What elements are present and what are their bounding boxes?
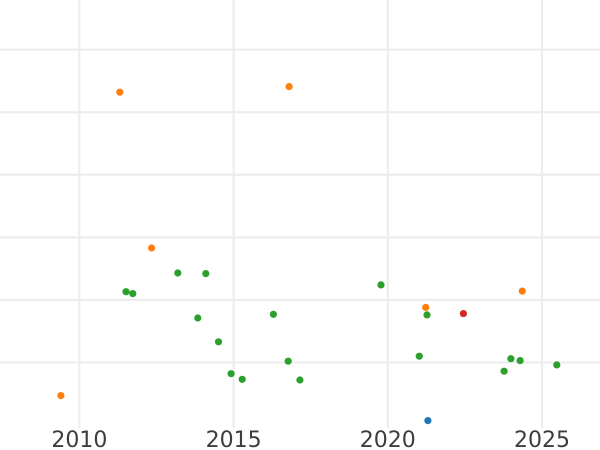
- x-tick-label-2020: 2020: [360, 428, 416, 450]
- scatter-point-green: [227, 370, 235, 378]
- scatter-point-red: [459, 310, 467, 318]
- scatter-point-orange: [422, 303, 430, 311]
- scatter-point-green: [202, 270, 210, 278]
- scatter-point-orange: [518, 287, 526, 295]
- scatter-point-green: [500, 367, 508, 375]
- x-tick-label-2025: 2025: [514, 428, 570, 450]
- x-axis-tick-labels: 2010 2015 2020 2025: [51, 428, 570, 450]
- scatter-point-green: [238, 375, 246, 383]
- scatter-point-orange: [57, 392, 65, 400]
- scatter-point-green: [377, 281, 385, 289]
- scatter-point-green: [516, 357, 524, 365]
- scatter-point-orange: [148, 244, 156, 252]
- scatter-point-green: [174, 269, 182, 277]
- scatter-point-green: [415, 352, 423, 360]
- scatter-point-orange: [285, 83, 293, 91]
- scatter-point-green: [214, 338, 223, 346]
- scatter-point-green: [507, 355, 515, 363]
- scatter-point-green: [122, 288, 130, 296]
- scatter-point-green: [269, 310, 277, 318]
- x-tick-label-2010: 2010: [51, 428, 107, 450]
- scatter-point-green: [129, 290, 137, 298]
- gridlines: [0, 0, 600, 428]
- scatter-point-orange: [116, 88, 124, 96]
- scatter-point-green: [194, 314, 202, 322]
- scatter-point-green: [284, 357, 292, 365]
- scatter-point-green: [423, 311, 431, 319]
- data-points: [57, 83, 561, 425]
- scatter-point-blue: [424, 417, 432, 425]
- scatter-point-green: [553, 361, 561, 369]
- scatter-point-green: [296, 376, 304, 384]
- x-tick-label-2015: 2015: [206, 428, 262, 450]
